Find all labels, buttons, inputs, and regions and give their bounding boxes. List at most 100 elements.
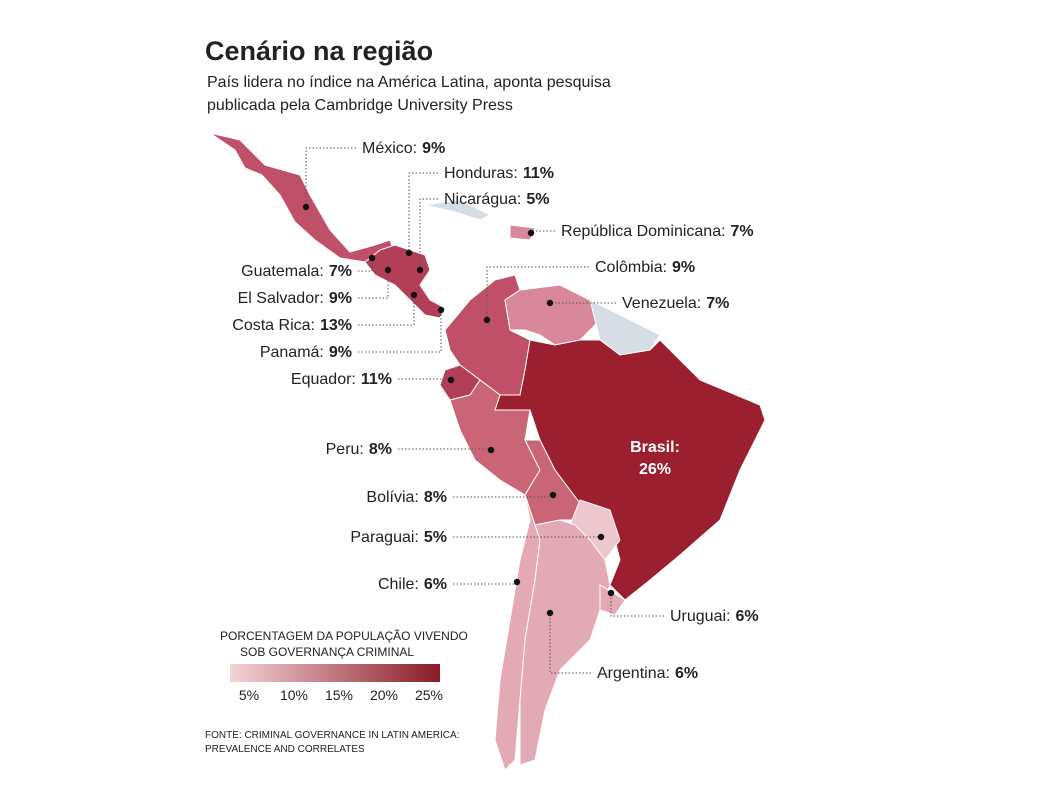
country-name: México: — [362, 140, 417, 157]
hispaniola — [509, 224, 536, 241]
leader-line — [419, 198, 438, 270]
country-label: México: 9% — [362, 140, 445, 157]
country-name: Argentina: — [597, 665, 670, 682]
country-dot — [447, 376, 455, 384]
country-value: 5% — [424, 529, 447, 546]
country-dot — [405, 249, 413, 257]
country-value: 5% — [526, 191, 549, 208]
subtitle: publicada pela Cambridge University Pres… — [207, 97, 513, 114]
leader-line — [305, 147, 356, 207]
country-name: República Dominicana: — [561, 223, 726, 240]
country-name: Panamá: — [260, 344, 324, 361]
country-dot — [368, 254, 376, 262]
brazil — [494, 339, 766, 601]
country-name: Brasil: — [630, 439, 680, 456]
country-label: Costa Rica: 13% — [232, 317, 352, 334]
country-label: Paraguai: 5% — [350, 529, 447, 546]
country-value: 7% — [706, 295, 729, 312]
country-label: El Salvador: 9% — [238, 290, 352, 307]
central-america — [364, 244, 446, 319]
country-value: 11% — [361, 371, 392, 388]
country-value: 7% — [731, 223, 754, 240]
leader-line — [549, 613, 591, 674]
leader-line — [408, 172, 438, 253]
country-value: 8% — [424, 489, 447, 506]
country-label: Peru: 8% — [326, 441, 392, 458]
legend-bar — [230, 664, 440, 682]
country-label: Equador: 11% — [291, 371, 392, 388]
country-name: Paraguai: — [350, 529, 419, 546]
country-dot — [487, 446, 495, 454]
cuba — [424, 199, 492, 221]
legend-tick: 10% — [280, 687, 308, 703]
country-label: Argentina: 6% — [597, 665, 698, 682]
country-value: 6% — [675, 665, 698, 682]
country-name: Equador: — [291, 371, 356, 388]
leader-line — [486, 266, 589, 320]
country-name: Uruguai: — [670, 608, 730, 625]
source: PREVALENCE AND CORRELATES — [205, 744, 365, 755]
country-dot — [483, 316, 491, 324]
country-name: Chile: — [378, 576, 419, 593]
country-name: Colômbia: — [595, 259, 667, 276]
legend-tick: 15% — [325, 687, 353, 703]
country-value: 9% — [329, 344, 352, 361]
country-value: 7% — [329, 263, 352, 280]
legend-title: SOB GOVERNANÇA CRIMINAL — [240, 645, 414, 659]
country-value: 26% — [639, 461, 671, 478]
country-label: Nicarágua: 5% — [444, 191, 550, 208]
country-dot — [549, 491, 557, 499]
country-value: 8% — [369, 441, 392, 458]
country-dot — [527, 229, 535, 237]
argentina — [519, 519, 611, 766]
country-label: Panamá: 9% — [260, 344, 352, 361]
country-label: Venezuela: 7% — [622, 295, 729, 312]
leader-line — [358, 295, 415, 326]
country-label: Bolívia: 8% — [366, 489, 447, 506]
country-name: El Salvador: — [238, 290, 324, 307]
country-value: 11% — [523, 165, 554, 182]
legend-tick: 25% — [415, 687, 443, 703]
leader-line — [610, 593, 664, 617]
country-dot — [384, 266, 392, 274]
legend-title: PORCENTAGEM DA POPULAÇÃO VIVENDO — [220, 629, 468, 643]
country-dot — [546, 299, 554, 307]
country-dot — [607, 589, 615, 597]
legend-tick: 5% — [239, 687, 259, 703]
country-name: Nicarágua: — [444, 191, 521, 208]
country-dot — [546, 609, 554, 617]
country-value: 9% — [329, 290, 352, 307]
country-value: 6% — [735, 608, 758, 625]
source: FONTE: CRIMINAL GOVERNANCE IN LATIN AMER… — [205, 730, 459, 741]
country-label: Brasil: 26% — [630, 439, 680, 478]
title: Cenário na região — [205, 36, 433, 66]
country-value: 9% — [422, 140, 445, 157]
country-label: Chile: 6% — [378, 576, 447, 593]
country-dot — [513, 578, 521, 586]
country-dot — [410, 291, 418, 299]
country-name: Costa Rica: — [232, 317, 315, 334]
country-name: Honduras: — [444, 165, 518, 182]
country-value: 9% — [672, 259, 695, 276]
country-value: 13% — [320, 317, 352, 334]
uruguay — [599, 584, 626, 616]
country-label: Guatemala: 7% — [241, 263, 352, 280]
country-label: Colômbia: 9% — [595, 259, 695, 276]
country-name: Peru: — [326, 441, 364, 458]
map — [209, 132, 766, 771]
country-value: 6% — [424, 576, 447, 593]
subtitle: País lidera no índice na América Latina,… — [207, 74, 611, 91]
country-name: Bolívia: — [366, 489, 418, 506]
legend-tick: 20% — [370, 687, 398, 703]
country-dot — [416, 266, 424, 274]
leader-line — [358, 258, 373, 272]
country-label: Honduras: 11% — [444, 165, 554, 182]
country-name: Guatemala: — [241, 263, 324, 280]
country-label: República Dominicana: 7% — [561, 223, 754, 240]
country-dot — [597, 533, 605, 541]
country-name: Venezuela: — [622, 295, 701, 312]
country-label: Uruguai: 6% — [670, 608, 759, 625]
country-dot — [437, 306, 445, 314]
country-dot — [302, 203, 310, 211]
